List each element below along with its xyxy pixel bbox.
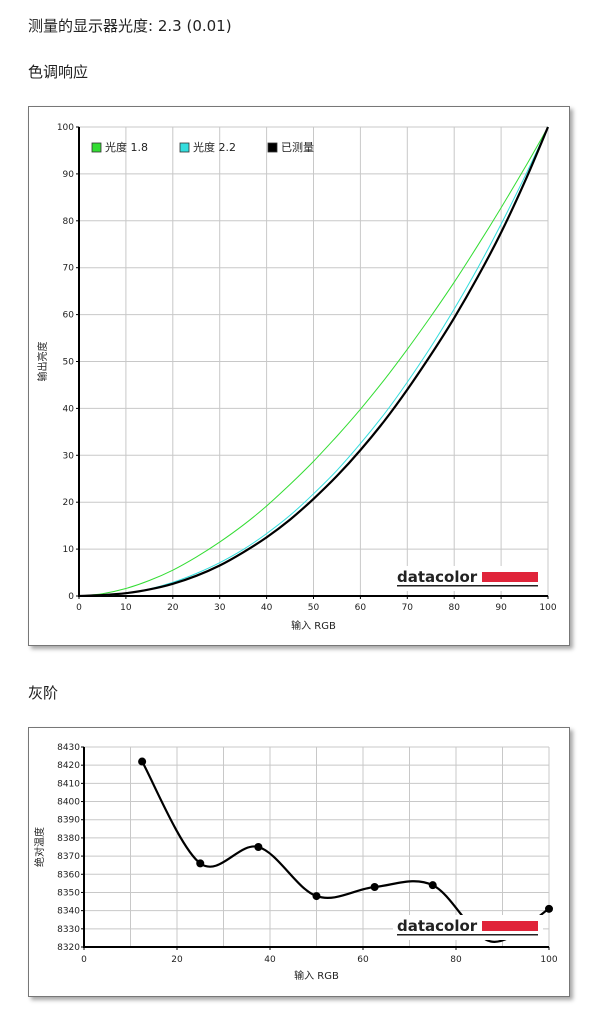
- x-tick-label: 100: [539, 603, 556, 613]
- y-axis-label: 绝对温度: [33, 827, 46, 867]
- datacolor-logo: datacolor: [393, 915, 543, 940]
- y-tick-label: 60: [63, 311, 75, 321]
- data-point: [254, 843, 263, 851]
- grayscale-panel: 0 20 40 60 80 100 8320 8330 8340 8350 8360 8370 8380…: [28, 727, 570, 997]
- y-tick-label: 70: [63, 264, 75, 274]
- y-tick-label: 8410: [57, 779, 80, 789]
- x-tick-label: 50: [308, 603, 320, 613]
- x-tick-label: 70: [402, 603, 414, 613]
- y-tick-label: 20: [63, 498, 75, 508]
- y-tick-label: 8420: [57, 761, 80, 771]
- series-line: [78, 126, 550, 598]
- y-axis-label: 输出亮度: [36, 342, 49, 382]
- x-tick-label: 80: [450, 955, 462, 965]
- legend-swatch: [267, 142, 278, 153]
- x-tick-label: 100: [540, 955, 557, 965]
- logo-text: datacolor: [397, 917, 478, 935]
- legend-swatch: [91, 142, 102, 153]
- x-tick-label: 0: [81, 955, 87, 965]
- y-tick-label: 50: [63, 358, 75, 368]
- logo-bar: [482, 921, 538, 931]
- tone-response-chart: 0 10 20 30 40 50 60 70 80 90 100 0 10 20 30 40 50 60 70 80 9…: [36, 123, 557, 632]
- x-tick-label: 90: [495, 603, 507, 613]
- x-tick-label: 10: [120, 603, 132, 613]
- y-tick-label: 8320: [57, 943, 80, 953]
- x-tick-label: 20: [167, 603, 179, 613]
- y-tick-label: 0: [68, 592, 74, 602]
- tone-response-panel: 0 10 20 30 40 50 60 70 80 90 100 0 10 20 30 40 50 60 70 80 9…: [28, 106, 570, 646]
- data-point: [196, 859, 205, 868]
- logo-underline: [397, 934, 538, 936]
- y-tick-label: 80: [63, 217, 75, 227]
- tone-response-heading: 色调响应: [28, 63, 89, 81]
- x-tick-label: 40: [264, 955, 276, 965]
- y-tick-label: 8400: [57, 798, 80, 808]
- y-tick-label: 8370: [57, 852, 80, 862]
- y-tick-label: 8330: [57, 925, 80, 935]
- x-tick-label: 30: [214, 603, 226, 613]
- legend-label: 已测量: [281, 141, 314, 154]
- data-point: [138, 757, 147, 766]
- data-point: [428, 881, 437, 890]
- y-tick-label: 10: [63, 545, 75, 555]
- y-tick-label: 30: [63, 451, 75, 461]
- x-tick-label: 60: [357, 955, 369, 965]
- series-line: [78, 126, 549, 597]
- logo-text: datacolor: [397, 568, 478, 586]
- grayscale-chart: 0 20 40 60 80 100 8320 8330 8340 8350 8360 8370 8380…: [33, 743, 558, 982]
- legend: 光度 1.8 光度 2.2 已测量: [91, 140, 314, 154]
- y-tick-label: 100: [57, 123, 74, 133]
- x-tick-label: 0: [76, 603, 82, 613]
- x-axis-label: 输入 RGB: [291, 619, 336, 632]
- y-tick-label: 8380: [57, 834, 80, 844]
- datacolor-logo: datacolor: [393, 566, 543, 591]
- y-tick-label: 8360: [57, 870, 80, 880]
- x-tick-label: 80: [448, 603, 460, 613]
- y-tick-label: 8350: [57, 888, 80, 898]
- gamma-measured-label: 测量的显示器光度:: [28, 17, 154, 35]
- grid: [78, 126, 549, 597]
- series-line: [141, 760, 550, 943]
- y-tick-label: 8340: [57, 907, 80, 917]
- logo-underline: [397, 585, 538, 587]
- x-axis-label: 输入 RGB: [294, 969, 339, 982]
- x-tick-label: 40: [261, 603, 273, 613]
- legend-label: 光度 2.2: [193, 140, 236, 154]
- grayscale-heading: 灰阶: [28, 684, 59, 702]
- data-point: [370, 883, 379, 891]
- y-tick-label: 8430: [57, 743, 80, 753]
- data-point: [545, 904, 553, 913]
- y-tick-label: 8390: [57, 816, 80, 826]
- legend-swatch: [179, 142, 190, 153]
- legend-label: 光度 1.8: [105, 140, 148, 154]
- y-tick-label: 90: [63, 170, 75, 180]
- gamma-measured-value: 2.3 (0.01): [157, 17, 232, 35]
- x-tick-label: 20: [171, 955, 183, 965]
- y-tick-label: 40: [63, 404, 75, 414]
- x-tick-label: 60: [355, 603, 367, 613]
- data-point: [312, 892, 321, 901]
- gamma-measured-line: 测量的显示器光度: 2.3 (0.01): [28, 15, 232, 36]
- logo-bar: [482, 572, 538, 582]
